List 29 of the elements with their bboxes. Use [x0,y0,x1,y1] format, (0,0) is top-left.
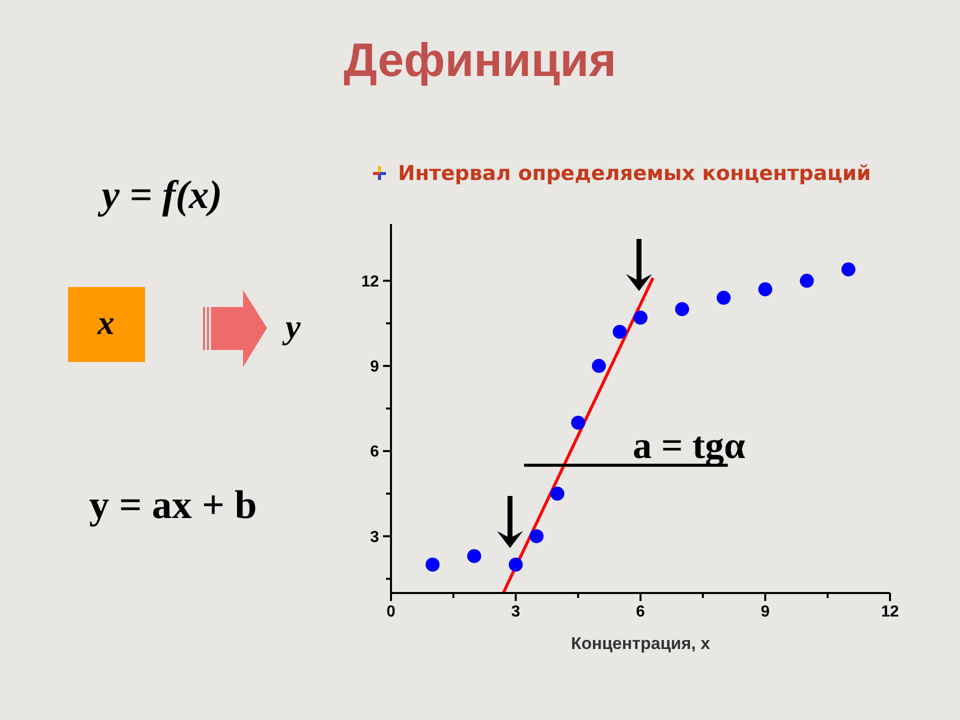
point [758,282,772,296]
y-tick-label: 3 [370,528,380,546]
point [467,549,482,564]
text: x [98,305,114,342]
x-tick-label: 6 [636,603,646,620]
text: y = ax + b [89,482,257,527]
y-tick-label: 9 [370,358,380,376]
x-tick-label: 3 [511,603,520,620]
point [508,558,523,572]
x-tick-label: 12 [881,603,899,620]
point [592,358,606,373]
point [841,262,856,276]
y-tick-label: 6 [370,444,380,461]
x-axis-title: Концентрация, x [570,634,711,653]
point [716,290,731,305]
chart-title: Дефиниция [342,33,618,86]
y-tick-label: 12 [361,273,380,290]
chart-subtitle: Интервал определяемых концентраций [398,161,871,186]
point [634,310,648,325]
x-tick-label: 0 [386,603,396,620]
point [550,486,564,501]
point [530,529,544,544]
point [571,416,586,430]
x-tick-label: 9 [760,603,770,620]
point [426,558,440,572]
point [612,324,627,339]
point [675,302,690,316]
point [800,274,814,288]
annotation: a = tgα [632,425,746,467]
